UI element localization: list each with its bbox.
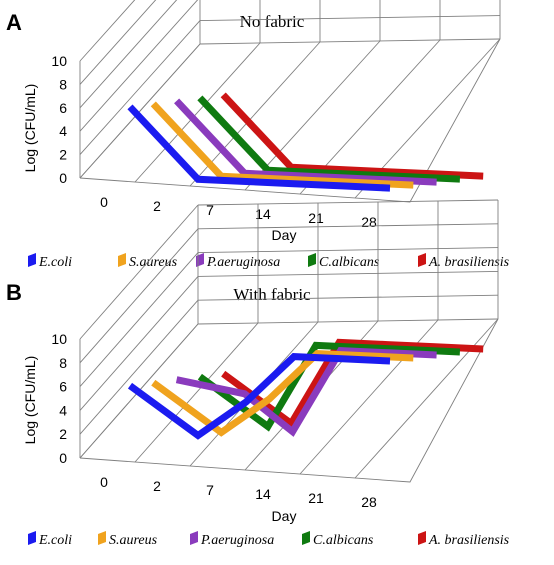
panel-a-title: No fabric [240,12,305,31]
x-tick-label: 2 [153,198,161,214]
series-line-1 [127,353,391,440]
panel-b-title: With fabric [233,285,311,304]
legend-swatch [98,531,106,545]
legend-swatch [308,253,316,267]
gridline [79,0,178,109]
legend-swatch [118,253,126,267]
gridline [79,299,199,435]
x-tick-label: 14 [255,206,271,222]
y-tick-label: 10 [51,331,67,347]
gridline [79,0,157,85]
panel-b: B With fabric Log (CFU/mL) Day 0 2 4 6 8 10 0… [6,199,499,524]
y-tick-label: 8 [59,355,67,371]
legend-swatch [190,531,198,545]
y-tick-label: 0 [59,450,67,466]
legend-swatch [28,531,36,545]
panel-a-xticks: 0 2 7 14 21 28 [100,194,377,230]
panel-b-legend: E.coli S.aureus P.aeruginosa C.albicans A. b… [28,531,510,548]
series-line-2 [150,101,414,189]
gridline [79,0,199,132]
panel-a-ylabel: Log (CFU/mL) [22,84,38,173]
x-tick-label: 28 [361,494,377,510]
panel-a: A No fabric Log (CFU/mL) Day 0 2 4 6 8 10 0 2 7… [6,0,501,243]
y-tick-label: 0 [59,170,67,186]
gridline [79,20,201,155]
legend-label: E.coli [38,533,72,548]
series-line-5 [220,92,484,180]
gridline [197,223,499,230]
floor-gridline [134,42,261,183]
legend-label: P.aeruginosa [206,255,280,270]
panel-b-grid [79,199,499,483]
legend-swatch [418,253,426,267]
panel-a-yticks: 0 2 4 6 8 10 [51,53,67,186]
y-tick-label: 10 [51,53,67,69]
series-line-3 [175,347,437,437]
panel-b-ylabel: Log (CFU/mL) [22,356,38,445]
legend-label: C.albicans [313,533,374,548]
floor-gridline [79,43,201,179]
gridline [197,294,499,301]
gridline [197,318,499,325]
y-tick-label: 8 [59,76,67,92]
series-line-4 [197,341,461,432]
series-line-1 [127,104,391,192]
x-tick-label: 28 [361,214,377,230]
legend-label: C.albicans [319,255,380,270]
y-tick-label: 4 [59,123,67,139]
gridline [197,199,499,206]
series-line-3 [174,98,437,186]
legend-label: A. brasiliensis [428,255,510,270]
x-tick-label: 14 [255,486,271,502]
gridline [199,38,501,45]
panel-a-xlabel: Day [272,227,297,243]
legend-label: A. brasiliensis [428,533,510,548]
panel-b-yticks: 0 2 4 6 8 10 [51,331,67,466]
y-tick-label: 6 [59,379,67,395]
x-tick-label: 0 [100,474,108,490]
gridline [197,247,499,254]
legend-label: S.aureus [109,533,158,548]
legend-label: P.aeruginosa [200,533,274,548]
x-tick-label: 2 [153,478,161,494]
gridline [79,276,199,411]
gridline [199,15,501,22]
y-tick-label: 2 [59,147,67,163]
panel-b-series [127,338,484,440]
x-tick-label: 0 [100,194,108,210]
gridline [79,252,199,387]
floor-gridline [134,322,259,463]
legend-label: E.coli [38,255,72,270]
legend-label: S.aureus [129,255,178,270]
panel-b-xticks: 0 2 7 14 21 28 [100,474,377,510]
panel-b-letter: B [6,280,22,305]
gridline [79,0,136,62]
panel-a-series [127,92,484,192]
legend-swatch [28,253,36,267]
series-line-4 [197,95,461,183]
panel-a-letter: A [6,10,22,35]
y-tick-label: 6 [59,100,67,116]
gridline [79,204,199,340]
y-tick-label: 2 [59,426,67,442]
legend-swatch [302,531,310,545]
x-tick-label: 21 [308,210,324,226]
legend-swatch [196,253,204,267]
series-line-5 [221,338,484,429]
gridline [197,270,499,277]
gridline [79,228,199,364]
panel-a-legend: E.coli S.aureus P.aeruginosa C.albicans A. b… [28,253,510,270]
x-tick-label: 7 [206,202,214,218]
x-tick-label: 7 [206,482,214,498]
panel-b-xlabel: Day [272,508,297,524]
y-tick-label: 4 [59,402,67,418]
x-tick-label: 21 [308,490,324,506]
legend-swatch [418,531,426,545]
